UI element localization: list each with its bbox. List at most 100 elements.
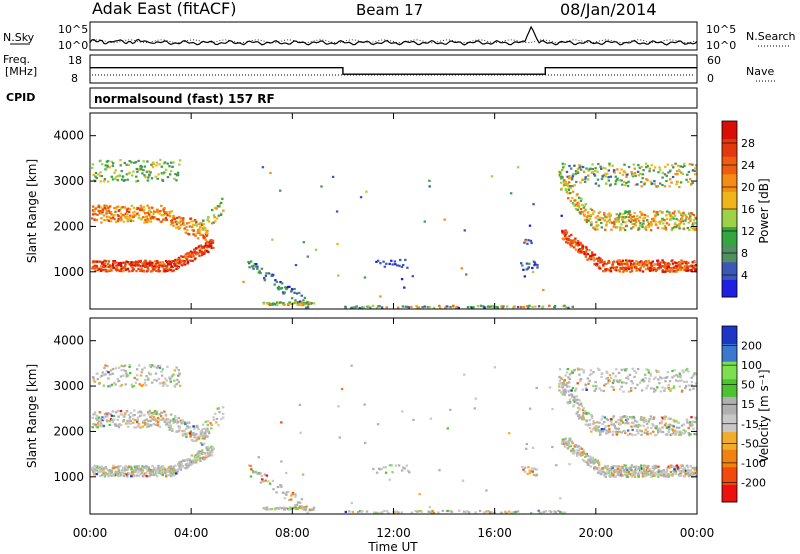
echo-point — [202, 452, 206, 455]
echo-point — [130, 204, 133, 207]
echo-point — [607, 179, 610, 182]
echo-point — [196, 426, 199, 429]
echo-point — [567, 381, 571, 384]
echo-point — [489, 305, 492, 308]
echo-point — [694, 417, 698, 420]
echo-point — [606, 466, 609, 469]
echo-point — [528, 262, 531, 265]
echo-point — [525, 447, 528, 450]
echo-point — [290, 290, 293, 293]
echo-point — [135, 261, 138, 264]
echo-point — [640, 261, 644, 264]
echo-point — [637, 227, 641, 230]
echo-point — [496, 306, 499, 309]
echo-point — [129, 263, 133, 266]
echo-point — [657, 370, 660, 373]
echo-point — [197, 252, 200, 255]
ytick-label: 1000 — [53, 470, 84, 484]
echo-point — [375, 511, 378, 514]
echo-point — [187, 464, 190, 467]
echo-point — [158, 212, 161, 215]
echo-point — [577, 202, 581, 205]
echo-point — [690, 264, 693, 267]
echo-point — [161, 179, 164, 182]
echo-point — [404, 305, 407, 308]
echo-point — [620, 261, 623, 264]
echo-point — [657, 470, 660, 473]
echo-point — [661, 227, 664, 230]
echo-point — [252, 264, 255, 268]
echo-point — [570, 389, 573, 392]
echo-point — [579, 165, 582, 168]
echo-point — [585, 419, 588, 422]
echo-point — [93, 380, 97, 383]
echo-point — [105, 167, 108, 170]
echo-point — [671, 164, 674, 167]
echo-point — [668, 423, 672, 426]
echo-point — [216, 205, 220, 208]
echo-point — [151, 264, 154, 267]
echo-point — [647, 224, 650, 227]
echo-point — [598, 421, 601, 424]
echo-point — [201, 251, 204, 254]
echo-point — [169, 377, 172, 381]
echo-point — [444, 306, 447, 309]
echo-point — [624, 473, 627, 476]
echo-point — [207, 251, 210, 254]
echo-point — [644, 472, 647, 475]
echo-point — [625, 215, 628, 219]
echo-point — [150, 206, 154, 209]
echo-point — [118, 475, 121, 478]
echo-point — [174, 420, 177, 423]
echo-point — [188, 225, 192, 228]
echo-point — [689, 178, 692, 181]
echo-point — [121, 270, 125, 273]
echo-point — [668, 185, 671, 188]
echo-point — [615, 213, 618, 216]
echo-point — [564, 188, 568, 191]
echo-point — [681, 369, 684, 372]
echo-point — [588, 419, 591, 422]
echo-point — [111, 178, 115, 181]
echo-point — [100, 468, 104, 471]
echo-point — [117, 209, 120, 212]
echo-point — [302, 241, 305, 244]
echo-point — [621, 262, 624, 266]
echo-point — [591, 428, 595, 431]
echo-point — [587, 174, 590, 177]
echo-point — [104, 466, 108, 469]
echo-point — [637, 268, 641, 271]
echo-point — [608, 215, 611, 218]
echo-point — [690, 384, 693, 387]
echo-point — [203, 252, 206, 255]
echo-point — [694, 217, 698, 220]
echo-point — [637, 475, 640, 478]
echo-point — [635, 465, 638, 468]
echo-point — [637, 174, 640, 177]
echo-point — [657, 378, 660, 381]
echo-point — [159, 261, 162, 264]
echo-point — [198, 453, 201, 457]
echo-point — [585, 388, 588, 391]
echo-point — [686, 226, 689, 230]
echo-point — [93, 423, 96, 426]
echo-point — [164, 168, 168, 171]
echo-point — [569, 242, 572, 245]
echo-point — [628, 216, 631, 219]
colorbar-segment — [722, 378, 737, 397]
echo-point — [127, 261, 130, 264]
echo-point — [632, 465, 636, 469]
echo-point — [563, 304, 566, 307]
cpid-frame — [89, 87, 698, 109]
echo-point — [640, 433, 643, 436]
echo-point — [571, 190, 575, 193]
echo-point — [385, 306, 388, 309]
echo-point — [300, 498, 304, 501]
echo-point — [573, 400, 576, 403]
echo-point — [623, 430, 627, 433]
echo-point — [171, 374, 174, 377]
echo-point — [568, 177, 571, 180]
echo-point — [208, 241, 211, 244]
echo-point — [608, 164, 611, 167]
echo-point — [206, 219, 209, 222]
